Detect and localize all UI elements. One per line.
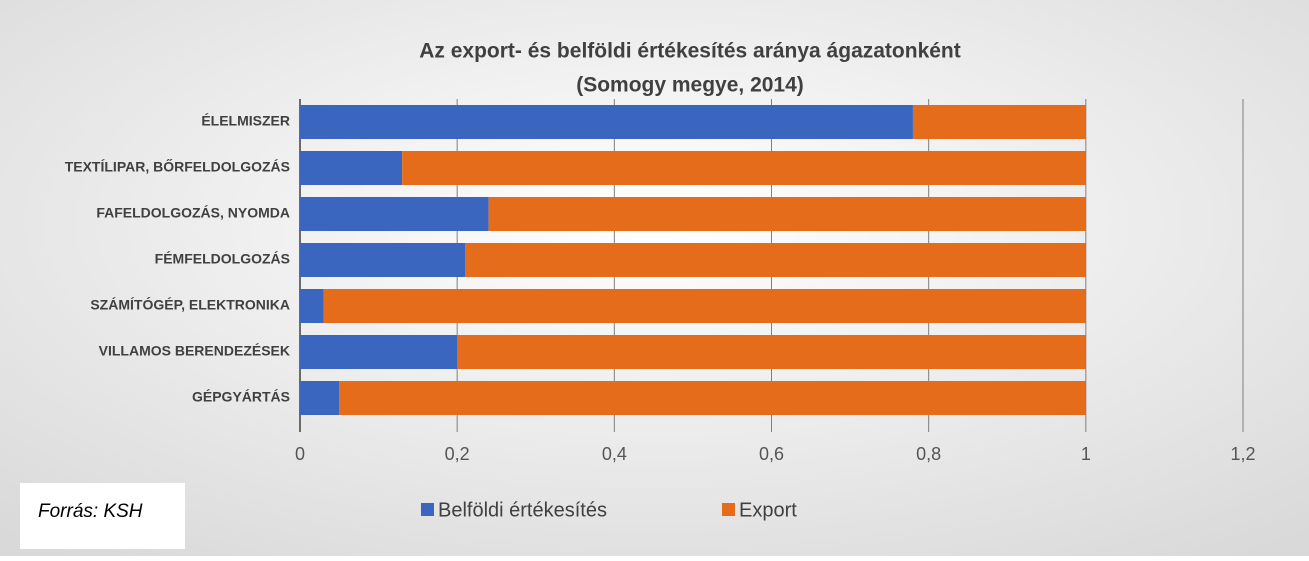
x-tick-label: 0,4 <box>602 444 627 464</box>
legend-label: Belföldi értékesítés <box>438 499 607 521</box>
legend-label: Export <box>739 499 797 521</box>
x-tick-label: 0,2 <box>445 444 470 464</box>
x-tick-label: 1 <box>1081 444 1091 464</box>
source-box <box>20 483 185 549</box>
y-tick-label: SZÁMÍTÓGÉP, ELEKTRONIKA <box>90 296 290 313</box>
bar-segment <box>465 243 1086 277</box>
bar-segment <box>339 381 1086 415</box>
legend-swatch <box>722 503 735 516</box>
bar-segment <box>300 289 324 323</box>
y-tick-label: VILLAMOS BERENDEZÉSEK <box>99 343 290 359</box>
x-tick-label: 0,6 <box>759 444 784 464</box>
chart-title: Az export- és belföldi értékesítés arány… <box>419 40 961 63</box>
bar-segment <box>488 197 1086 231</box>
bar-segment <box>457 335 1086 369</box>
y-tick-label: FAFELDOLGOZÁS, NYOMDA <box>96 205 290 221</box>
y-tick-label: ÉLELMISZER <box>201 113 290 129</box>
bar-segment <box>912 105 1086 139</box>
legend-swatch <box>421 503 434 516</box>
bar-segment <box>300 197 489 231</box>
bar-segment <box>323 289 1086 323</box>
source: Forrás: KSH <box>38 501 143 522</box>
bar-segment <box>300 335 458 369</box>
bar-segment <box>402 151 1086 185</box>
bar-segment <box>300 151 403 185</box>
bar-segment <box>300 243 466 277</box>
x-tick-label: 1,2 <box>1230 444 1255 464</box>
y-tick-label: FÉMFELDOLGOZÁS <box>155 251 290 267</box>
bar-segment <box>300 381 340 415</box>
bar-segment <box>300 105 913 139</box>
chart-subtitle: (Somogy megye, 2014) <box>576 74 804 97</box>
y-tick-label: TEXTÍLIPAR, BŐRFELDOLGOZÁS <box>65 158 290 175</box>
y-tick-label: GÉPGYÁRTÁS <box>192 389 290 405</box>
x-tick-label: 0 <box>295 444 305 464</box>
x-tick-label: 0,8 <box>916 444 941 464</box>
